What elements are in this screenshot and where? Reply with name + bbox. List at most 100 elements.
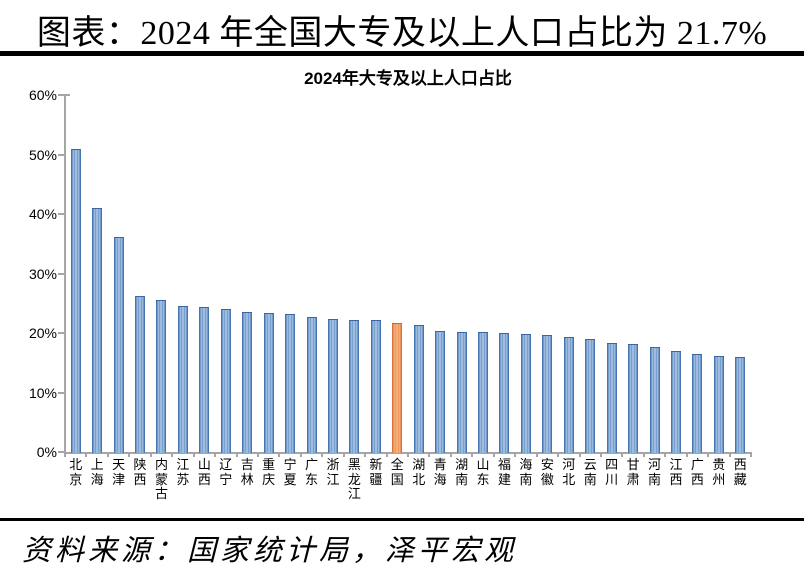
bar [649,346,660,453]
x-axis-label: 安徽 [540,457,554,487]
bar [135,296,146,453]
bar [349,319,360,453]
x-axis-tick [256,452,259,457]
bottom-divider-rule [0,518,804,521]
x-axis-label: 辽宁 [219,457,233,487]
x-axis-label: 河南 [648,457,662,487]
x-axis-tick [750,452,752,457]
y-axis-tick-label: 10% [28,384,57,401]
y-axis-tick [58,332,64,334]
bar [542,334,553,453]
x-axis-tick [192,452,195,457]
x-axis-label: 甘肃 [626,457,640,487]
x-axis-tick [385,452,388,457]
x-axis-tick [128,452,131,457]
y-axis-tick [58,391,64,394]
x-axis-label: 江苏 [176,457,190,487]
bar [327,318,338,453]
x-axis-tick [171,452,174,457]
x-axis-tick [621,452,624,457]
y-axis-tick [58,451,64,453]
x-axis-label: 内蒙古 [154,457,168,501]
x-axis-label: 四川 [605,457,619,487]
bar [499,333,510,453]
y-axis-tick [58,272,64,275]
bar [370,319,381,453]
x-axis-label: 广东 [305,457,319,487]
x-axis-tick [321,452,324,457]
bar [670,351,681,453]
top-divider-rule [0,51,804,56]
bar [285,313,296,453]
x-axis-label: 天津 [112,457,126,487]
x-axis-label: 海南 [519,457,533,487]
x-axis-tick [449,452,452,457]
x-axis-tick [642,452,645,457]
x-axis-tick [407,452,409,457]
x-axis-tick [685,452,688,457]
bar [520,334,531,453]
x-axis-label: 黑龙江 [347,457,361,501]
y-axis-line [64,94,66,454]
x-axis-label: 青海 [433,457,447,487]
bar [263,313,274,453]
x-axis-label: 贵州 [712,457,726,487]
bar [713,355,724,453]
x-axis-tick [364,452,367,457]
x-axis-tick [149,452,152,457]
x-axis-tick [492,452,495,457]
bar [735,356,746,453]
bar [435,331,446,453]
x-axis-label: 宁夏 [283,457,297,487]
x-axis-tick [299,452,302,457]
y-axis-tick-label: 40% [28,206,57,222]
x-axis-label: 上海 [90,457,104,487]
x-axis-label: 山西 [197,457,211,487]
x-axis-tick [599,452,602,457]
x-axis-label: 重庆 [262,457,276,487]
x-axis-tick [514,452,517,457]
x-axis-tick [557,452,560,457]
bar [156,299,167,453]
y-axis-tick-label: 20% [28,325,57,341]
x-axis-label: 北京 [69,457,83,487]
bar [692,353,703,453]
x-axis-label: 浙江 [326,457,340,487]
y-axis-tick-label: 30% [28,265,57,282]
y-axis-tick [58,94,70,96]
bar-highlight-national [392,322,403,453]
x-axis-tick [535,452,538,457]
x-axis-label: 福建 [497,457,511,487]
x-axis-tick [471,452,474,457]
x-axis-label: 云南 [583,457,597,487]
bar [92,208,103,453]
chart-title: 2024年大专及以上人口占比 [304,69,512,88]
x-axis-tick [342,452,345,457]
x-axis-tick [578,452,581,457]
x-axis-tick [106,452,109,457]
x-axis-label: 湖北 [412,457,426,487]
source-note: 资料来源：国家统计局，泽平宏观 [22,535,518,567]
y-axis-tick-label: 60% [28,87,57,103]
bar [413,325,424,453]
y-axis-tick [58,153,64,156]
x-axis-label: 江西 [669,457,683,487]
bar [199,306,210,453]
x-axis-label: 湖南 [455,457,469,487]
x-axis-tick [707,452,710,457]
x-axis-tick [428,452,431,457]
x-axis-label: 西藏 [733,457,747,487]
bar [306,316,317,453]
bar [585,338,596,453]
bar [177,306,188,453]
bar [113,236,124,453]
y-axis-tick-label: 50% [28,146,57,163]
x-axis-tick [64,452,66,457]
x-axis-label: 吉林 [240,457,254,487]
bar [478,331,489,453]
x-axis-label: 新疆 [369,457,383,487]
x-axis-label: 全国 [390,457,404,487]
bar [456,331,467,453]
x-axis-label: 陕西 [133,457,147,487]
